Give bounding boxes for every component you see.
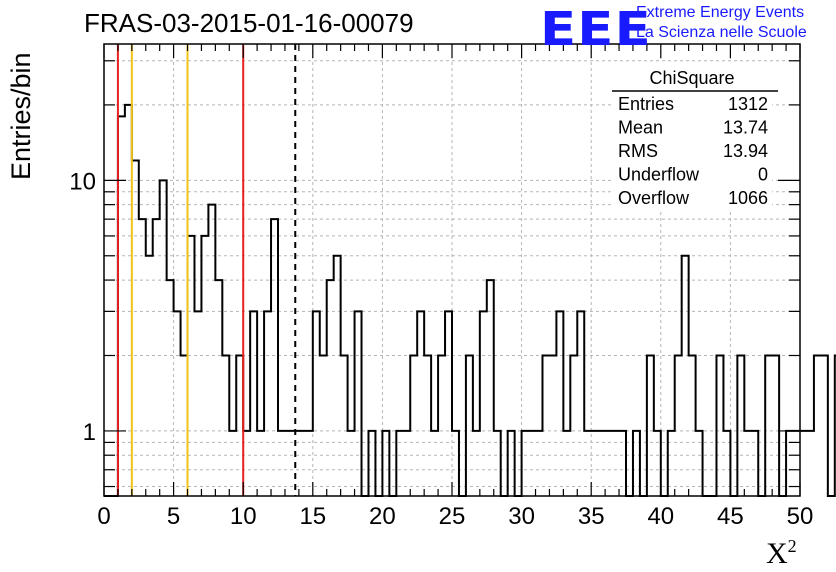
eee-logo: EEE [540, 2, 652, 56]
stats-value: 0 [758, 165, 768, 185]
stats-label: Overflow [618, 188, 690, 208]
logo-subtitle-1: Extreme Energy Events [636, 4, 805, 21]
stats-label: Mean [618, 118, 663, 138]
stats-box-bg [612, 62, 772, 212]
stats-label: Entries [618, 94, 674, 114]
stats-value: 13.74 [723, 118, 768, 138]
y-tick-label: 10 [69, 168, 96, 195]
stats-label: RMS [618, 141, 658, 161]
y-axis-label: Entries/bin [6, 52, 36, 180]
stats-value: 1066 [728, 188, 768, 208]
x-tick-label: 50 [787, 503, 814, 530]
logo-subtitle-2: La Scienza nelle Scuole [636, 24, 807, 41]
x-tick-label: 25 [439, 503, 466, 530]
x-tick-label: 30 [508, 503, 535, 530]
stats-label: Underflow [618, 165, 700, 185]
x-tick-label: 5 [167, 503, 180, 530]
stats-value: 1312 [728, 94, 768, 114]
histogram-series [104, 103, 836, 497]
x-tick-label: 45 [717, 503, 744, 530]
stats-box-title: ChiSquare [649, 68, 734, 88]
stats-value: 13.94 [723, 141, 768, 161]
y-tick-label: 1 [83, 419, 96, 446]
x-tick-label: 10 [230, 503, 257, 530]
x-axis-label: X2 [766, 536, 797, 570]
run-title: FRAS-03-2015-01-16-00079 [84, 8, 414, 38]
x-tick-label: 40 [647, 503, 674, 530]
x-tick-label: 15 [299, 503, 326, 530]
x-tick-label: 35 [578, 503, 605, 530]
x-tick-label: 0 [97, 503, 110, 530]
x-tick-label: 20 [369, 503, 396, 530]
